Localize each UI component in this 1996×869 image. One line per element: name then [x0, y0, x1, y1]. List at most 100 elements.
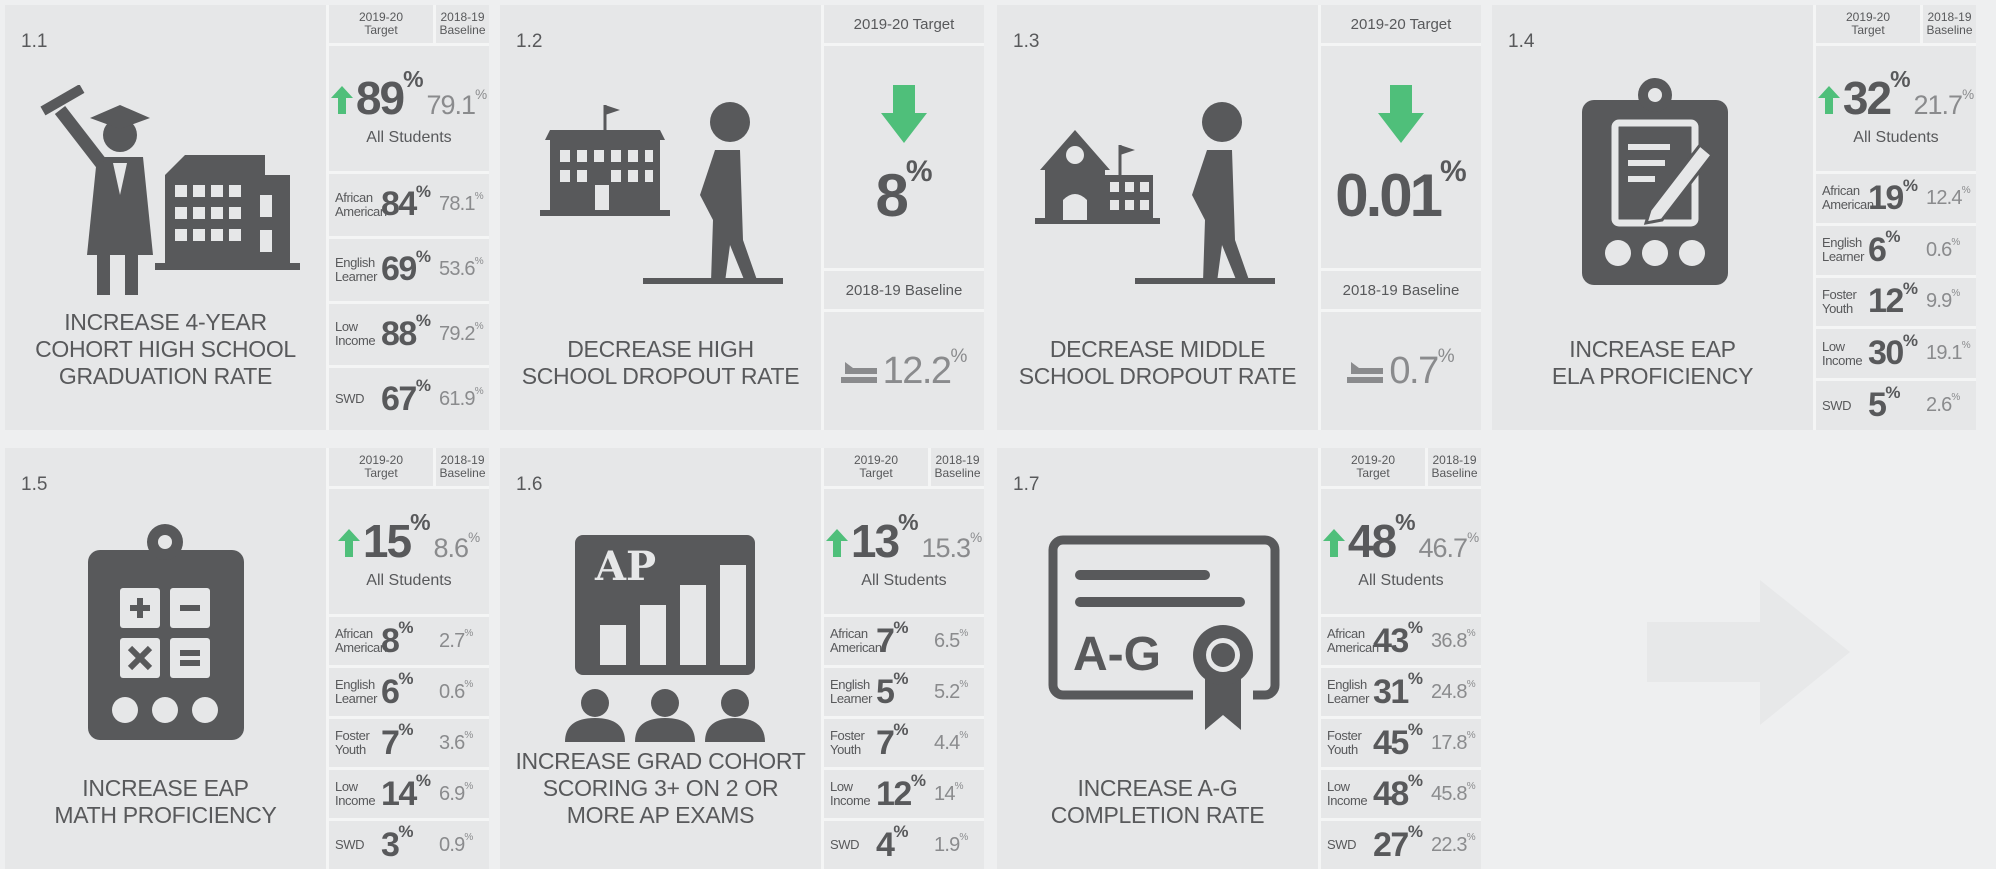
- group-name: African American: [1327, 627, 1373, 655]
- target-header: 2019-20 Target: [1843, 11, 1893, 37]
- unit: %: [416, 376, 431, 395]
- group-row: African American8%2.7%: [329, 617, 489, 665]
- baseline-header: 2018-19 Baseline: [1925, 11, 1975, 37]
- title-line: MATH PROFICIENCY: [5, 802, 326, 829]
- stats: 2019-20 Target8%2018-19 Baseline12.2%: [824, 5, 984, 430]
- header-row: 2019-20 Target2018-19 Baseline: [1321, 448, 1481, 486]
- next-arrow[interactable]: [1645, 580, 1855, 728]
- header-cell: 2018-19 Baseline: [931, 448, 984, 486]
- group-baseline: 5.2%: [934, 681, 968, 704]
- group-name: Low Income: [335, 780, 381, 808]
- group-row: African American7%6.5%: [824, 617, 984, 665]
- group-baseline: 14%: [934, 783, 964, 806]
- unit: %: [475, 256, 484, 267]
- unit: %: [398, 669, 413, 688]
- header-cell: 2019-20 Target: [329, 5, 433, 43]
- unit: %: [893, 720, 908, 739]
- baseline-header: 2018-19 Baseline: [933, 454, 983, 480]
- group-name: Foster Youth: [1327, 729, 1373, 757]
- unit: %: [1951, 392, 1960, 403]
- group-baseline: 45.8%: [1431, 783, 1476, 806]
- unit: %: [403, 66, 423, 92]
- group-target: 6%: [1868, 231, 1926, 270]
- group-target: 7%: [876, 724, 934, 763]
- group-name: Foster Youth: [1822, 288, 1868, 316]
- group-baseline: 4.4%: [934, 732, 968, 755]
- group-target: 19%: [1868, 179, 1926, 218]
- baseline-header: 2018-19 Baseline: [438, 11, 488, 37]
- group-name: English Learner: [1822, 236, 1868, 264]
- all-students: 15%8.6%All Students: [329, 489, 489, 614]
- icon-text: AP: [594, 543, 656, 590]
- group-target: 12%: [1868, 282, 1926, 321]
- unit: %: [416, 182, 431, 201]
- all-baseline: 8.6%: [434, 533, 481, 564]
- unit: %: [1395, 509, 1415, 535]
- target-block: 8%: [824, 46, 984, 268]
- group-row: Low Income12%14%: [824, 770, 984, 818]
- all-target: 32%: [1843, 71, 1911, 125]
- header-cell: 2018-19 Baseline: [1428, 448, 1481, 486]
- icon-ela: [1570, 75, 1740, 290]
- unit: %: [959, 679, 968, 690]
- all-target: 48%: [1348, 514, 1416, 568]
- group-name: SWD: [335, 392, 381, 406]
- group-name: SWD: [830, 838, 876, 852]
- unit: %: [1951, 288, 1960, 299]
- page: 1.1INCREASE 4-YEARCOHORT HIGH SCHOOLGRAD…: [0, 0, 1996, 869]
- group-name: English Learner: [335, 256, 381, 284]
- group-baseline: 22.3%: [1431, 834, 1476, 857]
- unit: %: [893, 669, 908, 688]
- card-title: INCREASE A-GCOMPLETION RATE: [997, 775, 1318, 829]
- unit: %: [468, 530, 480, 545]
- group-name: Low Income: [830, 780, 876, 808]
- unit: %: [475, 191, 484, 202]
- unit: %: [1467, 832, 1476, 843]
- unit: %: [1467, 730, 1476, 741]
- group-baseline: 12.4%: [1926, 187, 1971, 210]
- unit: %: [416, 247, 431, 266]
- header-cell: 2019-20 Target: [329, 448, 433, 486]
- baseline-block: 12.2%: [824, 312, 984, 430]
- group-name: SWD: [1822, 399, 1868, 413]
- up-arrow: [338, 529, 360, 557]
- title-line: MORE AP EXAMS: [500, 802, 821, 829]
- group-row: Foster Youth45%17.8%: [1321, 719, 1481, 767]
- group-row: African American43%36.8%: [1321, 617, 1481, 665]
- title-line: INCREASE EAP: [1492, 336, 1813, 363]
- up-arrow: [826, 529, 848, 557]
- card-title: INCREASE GRAD COHORTSCORING 3+ ON 2 ORMO…: [500, 748, 821, 829]
- title-line: INCREASE 4-YEAR: [5, 309, 326, 336]
- title-line: GRADUATION RATE: [5, 363, 326, 390]
- unit: %: [1962, 87, 1974, 102]
- all-row: 13%15.3%: [826, 514, 982, 568]
- baseline-icon: [1347, 359, 1383, 383]
- group-target: 6%: [381, 673, 439, 712]
- group-row: English Learner31%24.8%: [1321, 668, 1481, 716]
- title-line: ELA PROFICIENCY: [1492, 363, 1813, 390]
- unit: %: [1903, 331, 1918, 350]
- group-target: 8%: [381, 622, 439, 661]
- unit: %: [416, 771, 431, 790]
- all-label: All Students: [1358, 572, 1443, 590]
- all-students: 13%15.3%All Students: [824, 489, 984, 614]
- unit: %: [475, 321, 484, 332]
- baseline-header: 2018-19 Baseline: [1321, 271, 1481, 309]
- unit: %: [464, 679, 473, 690]
- group-target: 30%: [1868, 334, 1926, 373]
- all-row: 48%46.7%: [1323, 514, 1479, 568]
- group-name: African American: [830, 627, 876, 655]
- card-id: 1.3: [1013, 31, 1039, 53]
- unit: %: [464, 730, 473, 741]
- header-row: 2019-20 Target 2018-19 Baseline: [1816, 5, 1976, 43]
- group-target: 67%: [381, 380, 439, 419]
- group-target: 88%: [381, 315, 439, 354]
- title-line: COHORT HIGH SCHOOL: [5, 336, 326, 363]
